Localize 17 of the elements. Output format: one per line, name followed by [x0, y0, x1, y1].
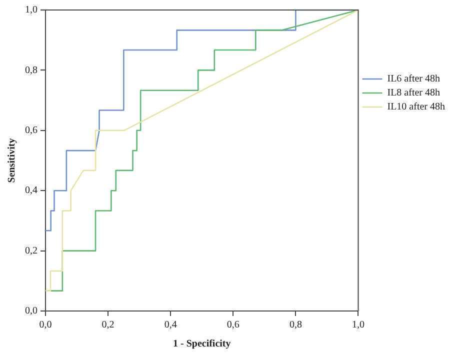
- x-tick-label: 0,8: [289, 320, 302, 331]
- y-tick-label: 0,0: [25, 306, 38, 317]
- y-tick-label: 1,0: [25, 4, 38, 16]
- legend-label: IL10 after 48h: [387, 102, 446, 113]
- x-tick-label: 1,0: [352, 320, 364, 331]
- x-axis-title: 1 - Specificity: [172, 338, 231, 350]
- y-tick-label: 0,8: [25, 64, 38, 76]
- legend-label: IL8 after 48h: [387, 88, 440, 99]
- x-tick-label: 0,0: [39, 320, 52, 331]
- x-tick-label: 0,6: [226, 320, 240, 331]
- x-tick-label: 0,2: [102, 320, 114, 331]
- y-tick-label: 0,6: [25, 125, 38, 136]
- y-tick-label: 0,4: [25, 185, 38, 196]
- y-tick-label: 0,2: [25, 245, 38, 256]
- y-axis-title: Sensitivity: [6, 138, 18, 183]
- legend-label: IL6 after 48h: [387, 74, 440, 85]
- x-tick-label: 0,4: [164, 320, 177, 331]
